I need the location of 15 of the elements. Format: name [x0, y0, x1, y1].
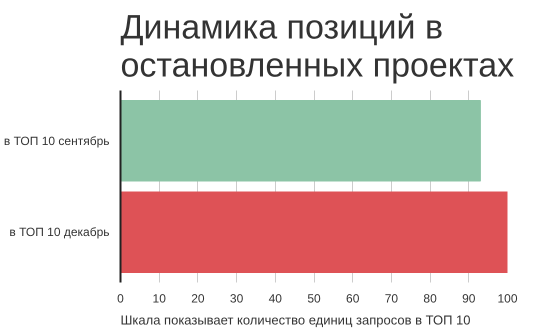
x-tick-label: 0	[117, 292, 124, 306]
x-tick-label: 70	[384, 292, 398, 306]
y-tick-label: в ТОП 10 декабрь	[9, 225, 110, 240]
x-tick-label: 20	[191, 292, 205, 306]
x-tick-label: 100	[497, 292, 518, 306]
chart-title: Динамика позиций в остановленных проектах	[120, 8, 514, 84]
x-tick-label: 40	[268, 292, 282, 306]
y-tick-label: в ТОП 10 сентябрь	[4, 134, 110, 148]
x-tick-label: 10	[152, 292, 166, 306]
x-tick-label: 60	[346, 292, 360, 306]
x-tick-label: 80	[423, 292, 438, 306]
x-tick-label: 50	[307, 292, 321, 306]
x-tick-label: 90	[462, 292, 476, 306]
x-tick-label: 30	[230, 292, 244, 306]
text: Шкала показывает количество единиц запросов в ТОП 10	[120, 312, 470, 328]
